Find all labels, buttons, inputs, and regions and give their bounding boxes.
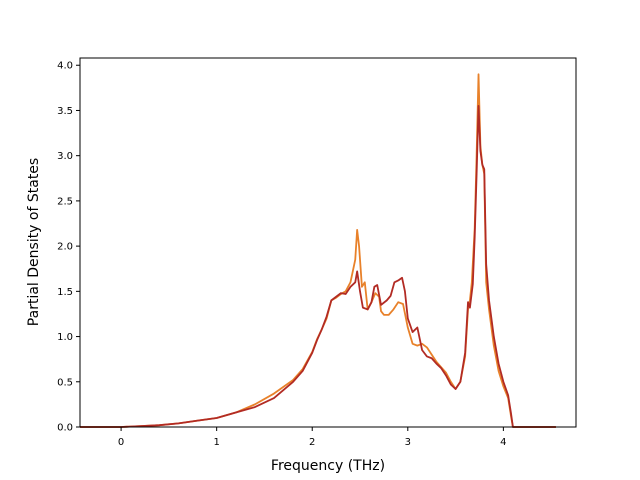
x-tick-label: 0 xyxy=(118,437,124,448)
x-tick-label: 3 xyxy=(405,437,411,448)
y-tick-label: 3.5 xyxy=(57,106,73,117)
x-axis-ticks: 0 1 2 3 4 xyxy=(118,427,507,448)
x-tick-label: 1 xyxy=(213,437,219,448)
y-tick-label: 1.0 xyxy=(57,332,73,343)
x-axis-label: Frequency (THz) xyxy=(271,458,385,474)
x-tick-label: 4 xyxy=(500,437,506,448)
y-axis-label: Partial Density of States xyxy=(26,158,42,326)
pdos-series-line-2 xyxy=(80,105,556,428)
y-tick-label: 0.0 xyxy=(57,423,73,434)
y-tick-label: 2.5 xyxy=(57,196,73,207)
series-layer xyxy=(80,73,556,428)
y-tick-label: 3.0 xyxy=(57,151,73,162)
plot-frame xyxy=(79,57,577,428)
y-axis-ticks: 0.0 0.5 1.0 1.5 2.0 2.5 3.0 3.5 4.0 xyxy=(57,61,80,434)
y-tick-label: 2.0 xyxy=(57,242,73,253)
x-tick-label: 2 xyxy=(309,437,315,448)
y-tick-label: 1.5 xyxy=(57,287,73,298)
y-tick-label: 4.0 xyxy=(57,61,73,72)
y-tick-label: 0.5 xyxy=(57,377,73,388)
